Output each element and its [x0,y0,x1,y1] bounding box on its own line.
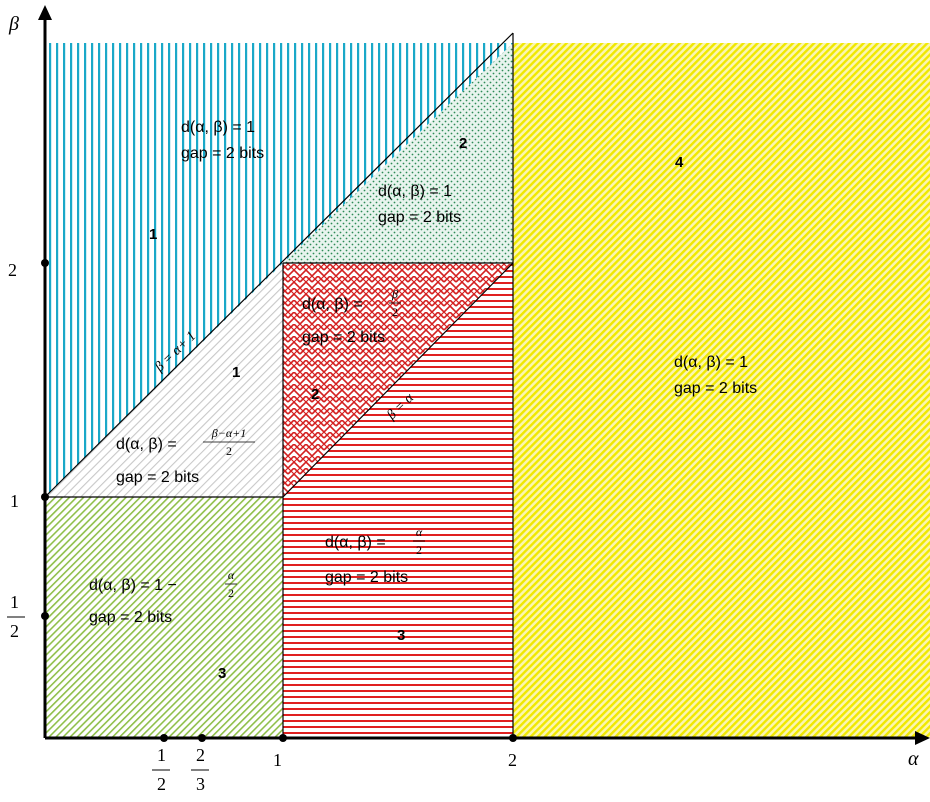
svg-text:1: 1 [157,745,166,765]
region-mid-left-id: 1 [232,364,240,381]
region-bottom-center-id: 3 [397,627,405,644]
y-tick-dot-one [41,493,49,501]
region-bottom-left-gap: gap = 2 bits [89,609,172,626]
region-right [513,43,930,738]
region-right-gap: gap = 2 bits [674,380,757,397]
y-tick-label-one: 1 [10,491,19,511]
region-mid-left-equation: d(α, β) = [116,436,177,453]
svg-text:2: 2 [10,621,19,641]
region-mid-left-gap: gap = 2 bits [116,469,199,486]
x-tick-label-half: 1 2 [152,745,170,794]
x-axis-label: α [908,748,919,770]
region-mid-center-equation: d(α, β) = [302,296,363,313]
svg-text:2: 2 [157,774,166,794]
region-bottom-center-equation: d(α, β) = [325,534,386,551]
region-top-mid-id: 2 [459,135,467,152]
region-right-id: 4 [675,154,684,171]
region-bottom-center [283,497,513,738]
region-bottom-left [45,497,283,738]
x-tick-dot-two [509,734,517,742]
region-bottom-left-equation: d(α, β) = 1 − [89,577,177,594]
region-top-mid-gap: gap = 2 bits [378,209,461,226]
region-bottom-center-fraction: α 2 [413,525,425,557]
region-top-left-equation: d(α, β) = 1 [181,119,255,136]
svg-text:β: β [391,287,398,301]
x-tick-dot-two-thirds [198,734,206,742]
svg-text:1: 1 [10,592,19,612]
x-tick-dot-one [279,734,287,742]
region-top-left-gap: gap = 2 bits [181,145,264,162]
svg-text:β−α+1: β−α+1 [211,426,246,440]
region-mid-center-id: 2 [311,386,319,403]
region-mid-center-fraction: β 2 [389,287,401,319]
svg-text:2: 2 [196,745,205,765]
svg-text:3: 3 [196,774,205,794]
region-top-mid-equation: d(α, β) = 1 [378,183,452,200]
svg-text:2: 2 [392,305,398,319]
y-tick-label-half: 1 2 [7,592,25,641]
region-top-mid [283,43,513,263]
y-axis-label: β [8,13,19,35]
y-axis-arrowhead [38,5,52,20]
x-tick-dot-half [160,734,168,742]
svg-text:α: α [228,568,235,582]
y-tick-label-two: 2 [8,260,17,280]
x-axis-arrowhead [915,731,930,745]
y-tick-dot-half [41,612,49,620]
svg-text:α: α [416,525,423,539]
region-right-equation: d(α, β) = 1 [674,354,748,371]
svg-text:2: 2 [416,543,422,557]
region-boundaries [44,32,514,738]
region-bottom-left-fraction: α 2 [225,568,237,600]
region-bottom-left-id: 3 [218,665,226,682]
region-bottom-center-gap: gap = 2 bits [325,569,408,586]
x-tick-label-two: 2 [508,750,517,770]
region-top-left-id: 1 [149,226,157,243]
x-tick-label-one: 1 [273,750,282,770]
region-mid-left-fraction: β−α+1 2 [203,426,255,458]
region-mid-center-gap: gap = 2 bits [302,329,385,346]
svg-text:2: 2 [228,586,234,600]
x-tick-label-two-thirds: 2 3 [191,745,209,794]
svg-text:2: 2 [226,444,232,458]
y-tick-dot-two [41,259,49,267]
